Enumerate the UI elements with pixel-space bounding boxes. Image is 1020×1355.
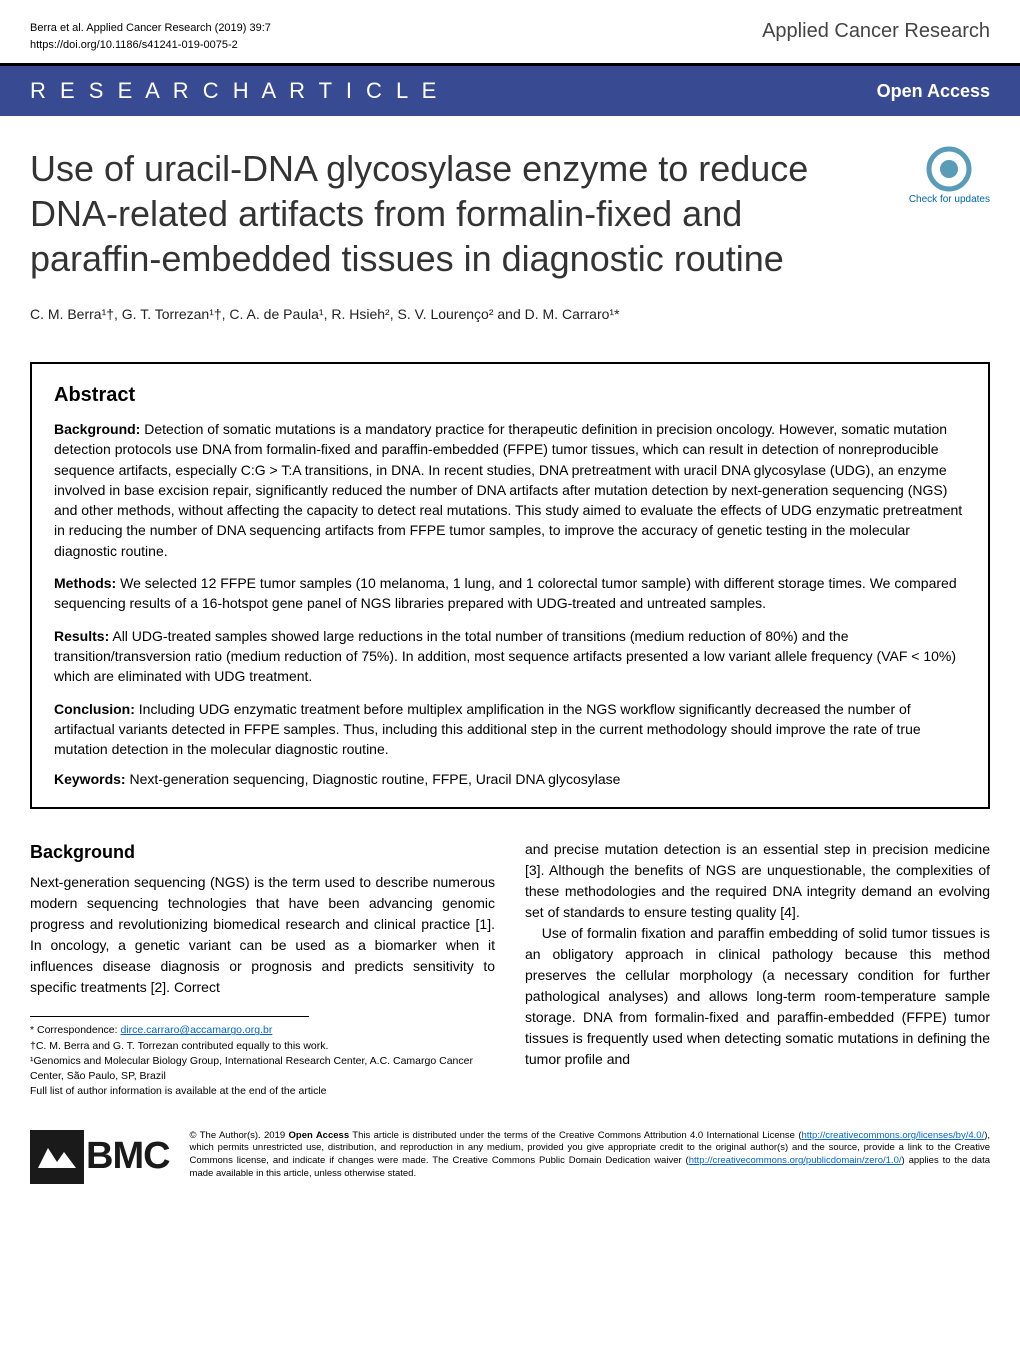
correspondence-block: * Correspondence: dirce.carraro@accamarg…	[30, 1023, 495, 1099]
article-type-label: R E S E A R C H A R T I C L E	[30, 78, 440, 104]
citation-line1: Berra et al. Applied Cancer Research (20…	[30, 20, 271, 37]
title-section: Check for updates Use of uracil-DNA glyc…	[0, 116, 1020, 342]
bmc-logo: BMC	[30, 1130, 170, 1184]
abstract-conclusion-label: Conclusion:	[54, 701, 135, 717]
keywords-text: Next-generation sequencing, Diagnostic r…	[126, 771, 621, 787]
abstract-methods: Methods: We selected 12 FFPE tumor sampl…	[54, 573, 966, 614]
bmc-mark-icon	[30, 1130, 84, 1184]
abstract-heading: Abstract	[54, 384, 966, 407]
crossmark-label: Check for updates	[909, 194, 990, 205]
keywords-label: Keywords:	[54, 771, 126, 787]
citation-line2: https://doi.org/10.1186/s41241-019-0075-…	[30, 37, 271, 54]
license-link-1[interactable]: http://creativecommons.org/licenses/by/4…	[802, 1130, 985, 1141]
correspondence-email[interactable]: dirce.carraro@accamargo.org.br	[120, 1024, 272, 1036]
author-info-note: Full list of author information is avail…	[30, 1084, 495, 1099]
right-column: and precise mutation detection is an ess…	[525, 839, 990, 1099]
crossmark-icon	[926, 146, 972, 192]
abstract-methods-label: Methods:	[54, 575, 116, 591]
abstract-box: Abstract Background: Detection of somati…	[30, 362, 990, 809]
abstract-background-text: Detection of somatic mutations is a mand…	[54, 421, 962, 559]
open-access-label: Open Access	[877, 81, 990, 102]
abstract-keywords: Keywords: Next-generation sequencing, Di…	[54, 771, 966, 787]
license-prefix: © The Author(s). 2019	[190, 1130, 289, 1141]
abstract-results-text: All UDG-treated samples showed large red…	[54, 628, 956, 685]
article-title: Use of uracil-DNA glycosylase enzyme to …	[30, 146, 880, 281]
affiliation-1: ¹Genomics and Molecular Biology Group, I…	[30, 1054, 495, 1084]
abstract-background-label: Background:	[54, 421, 140, 437]
abstract-conclusion-text: Including UDG enzymatic treatment before…	[54, 701, 921, 758]
abstract-methods-text: We selected 12 FFPE tumor samples (10 me…	[54, 575, 957, 611]
license-link-2[interactable]: http://creativecommons.org/publicdomain/…	[689, 1155, 902, 1166]
page-header: Berra et al. Applied Cancer Research (20…	[0, 0, 1020, 66]
right-para-1: and precise mutation detection is an ess…	[525, 839, 990, 923]
page-footer: BMC © The Author(s). 2019 Open Access Th…	[0, 1120, 1020, 1214]
crossmark-badge[interactable]: Check for updates	[909, 146, 990, 205]
license-body-1: This article is distributed under the te…	[349, 1130, 801, 1141]
license-open-access: Open Access	[289, 1130, 350, 1141]
right-para-2: Use of formalin fixation and paraffin em…	[525, 923, 990, 1070]
author-list: C. M. Berra¹†, G. T. Torrezan¹†, C. A. d…	[30, 306, 990, 322]
abstract-results-label: Results:	[54, 628, 109, 644]
left-para: Next-generation sequencing (NGS) is the …	[30, 872, 495, 998]
bmc-text: BMC	[86, 1135, 170, 1178]
body-columns: Background Next-generation sequencing (N…	[0, 829, 1020, 1119]
license-text: © The Author(s). 2019 Open Access This a…	[190, 1130, 990, 1181]
correspondence-divider	[30, 1016, 309, 1017]
article-type-banner: R E S E A R C H A R T I C L E Open Acces…	[0, 66, 1020, 116]
abstract-background: Background: Detection of somatic mutatio…	[54, 419, 966, 561]
abstract-conclusion: Conclusion: Including UDG enzymatic trea…	[54, 699, 966, 760]
abstract-results: Results: All UDG-treated samples showed …	[54, 626, 966, 687]
citation-block: Berra et al. Applied Cancer Research (20…	[30, 20, 271, 53]
correspondence-prefix: * Correspondence:	[30, 1024, 120, 1036]
journal-name: Applied Cancer Research	[762, 20, 990, 43]
correspondence-line: * Correspondence: dirce.carraro@accamarg…	[30, 1023, 495, 1038]
background-heading: Background	[30, 839, 495, 866]
left-column: Background Next-generation sequencing (N…	[30, 839, 495, 1099]
equal-contribution: †C. M. Berra and G. T. Torrezan contribu…	[30, 1039, 495, 1054]
